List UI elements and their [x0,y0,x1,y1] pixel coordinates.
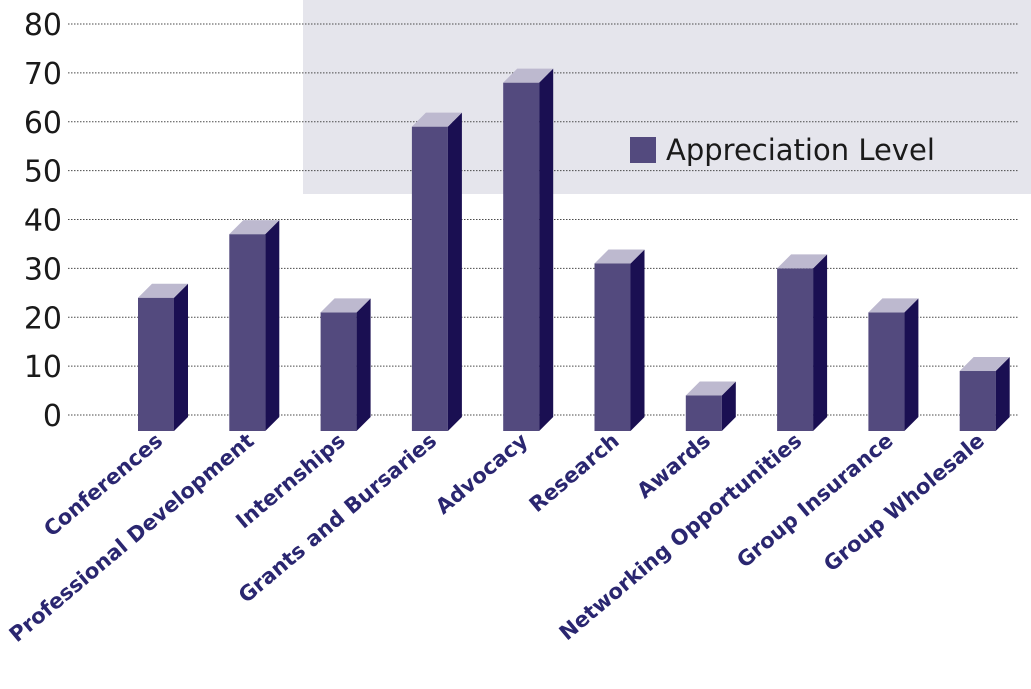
bar [868,298,919,431]
bar-front [411,126,448,431]
y-tick-label: 10 [24,350,62,385]
y-tick-label: 80 [24,8,62,43]
bar-top [411,112,462,127]
bar-top [503,68,554,83]
bar-front [503,82,540,432]
bar-front [868,312,905,431]
bar-top [320,298,371,313]
bar [503,68,554,432]
bar-side [904,298,919,431]
bar-top [229,220,280,235]
bar-side [356,298,371,431]
bar-side [539,68,554,432]
bar-top [868,298,919,313]
bar [685,381,736,431]
bar-side [174,283,188,431]
bar-front [594,263,631,431]
x-tick-label: Advocacy [431,428,533,519]
bar-side [813,254,828,431]
bar-side [265,220,280,431]
bar-top [594,249,645,264]
y-tick-label: 60 [24,106,62,141]
bar-front [685,395,722,431]
bar-top [685,381,736,396]
bar [229,220,280,431]
legend-swatch [630,137,656,163]
bar [138,283,188,431]
y-tick-label: 0 [43,399,62,434]
bar-front [777,268,814,431]
bar-side [447,112,462,431]
bar [320,298,371,431]
x-tick-label: Research [525,428,624,517]
bar-side [721,381,736,431]
y-axis-ticks: 0 10 20 30 40 50 60 70 80 [24,8,62,434]
bar-top [777,254,828,269]
bar-side [995,357,1010,431]
bar-front [320,312,357,431]
bar-front [229,234,266,431]
legend: Appreciation Level [630,133,935,167]
y-tick-label: 40 [24,204,62,239]
bar [411,112,462,431]
y-tick-label: 30 [24,252,62,287]
bar [594,249,645,431]
bar [777,254,828,431]
y-tick-label: 50 [24,155,62,190]
x-tick-label: Group Wholesale [819,428,989,576]
x-tick-label: Group Insurance [732,428,897,572]
bar-front [138,297,174,431]
bars [138,68,1010,432]
legend-label-appreciation-level: Appreciation Level [666,133,935,167]
bar [959,357,1010,431]
x-tick-label: Awards [632,428,715,503]
y-tick-label: 70 [24,57,62,92]
bar-top [138,283,188,298]
bar-front [959,371,996,431]
bar-side [630,249,645,431]
y-tick-label: 20 [24,301,62,336]
bar-top [959,357,1010,372]
